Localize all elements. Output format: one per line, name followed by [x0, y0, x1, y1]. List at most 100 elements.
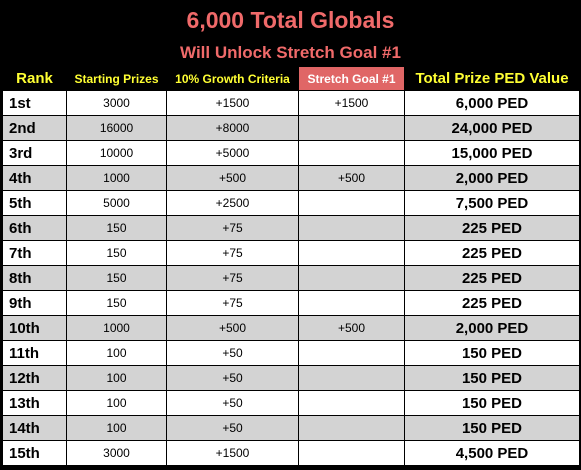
cell-stretch	[298, 140, 405, 166]
table-row: 3rd 10000 +5000 15,000 PED	[2, 140, 580, 166]
cell-starting-prize: 150	[66, 240, 167, 266]
cell-stretch	[298, 265, 405, 291]
cell-stretch	[298, 115, 405, 141]
cell-total: 225 PED	[404, 265, 580, 291]
table-row: 8th 150 +75 225 PED	[2, 265, 580, 291]
cell-starting-prize: 150	[66, 290, 167, 316]
cell-starting-prize: 100	[66, 390, 167, 416]
cell-rank: 11th	[2, 340, 67, 366]
cell-growth: +500	[166, 165, 299, 191]
cell-stretch	[298, 240, 405, 266]
cell-rank: 15th	[2, 440, 67, 466]
cell-starting-prize: 1000	[66, 165, 167, 191]
cell-stretch: +1500	[298, 90, 405, 116]
table-row: 2nd 16000 +8000 24,000 PED	[2, 115, 580, 141]
column-header-rank: Rank	[2, 66, 67, 91]
cell-growth: +8000	[166, 115, 299, 141]
cell-total: 225 PED	[404, 215, 580, 241]
table-row: 9th 150 +75 225 PED	[2, 290, 580, 316]
table-header-row: Rank Starting Prizes 10% Growth Criteria…	[2, 66, 580, 91]
cell-growth: +50	[166, 415, 299, 441]
cell-starting-prize: 100	[66, 415, 167, 441]
column-header-stretch-goal: Stretch Goal #1	[298, 66, 405, 91]
page-subtitle: Will Unlock Stretch Goal #1	[180, 43, 401, 62]
cell-total: 15,000 PED	[404, 140, 580, 166]
cell-total: 225 PED	[404, 290, 580, 316]
cell-rank: 6th	[2, 215, 67, 241]
cell-starting-prize: 3000	[66, 90, 167, 116]
table-row: 6th 150 +75 225 PED	[2, 215, 580, 241]
cell-stretch	[298, 365, 405, 391]
cell-growth: +75	[166, 215, 299, 241]
column-header-starting-prizes: Starting Prizes	[66, 66, 167, 91]
cell-total: 7,500 PED	[404, 190, 580, 216]
cell-starting-prize: 3000	[66, 440, 167, 466]
cell-growth: +50	[166, 340, 299, 366]
cell-stretch	[298, 190, 405, 216]
cell-total: 225 PED	[404, 240, 580, 266]
cell-rank: 13th	[2, 390, 67, 416]
cell-stretch: +500	[298, 165, 405, 191]
column-header-total-prize: Total Prize PED Value	[404, 66, 580, 91]
table-row: 10th 1000 +500 +500 2,000 PED	[2, 315, 580, 341]
page-title: 6,000 Total Globals	[186, 7, 395, 33]
cell-total: 150 PED	[404, 390, 580, 416]
cell-total: 2,000 PED	[404, 315, 580, 341]
cell-total: 150 PED	[404, 365, 580, 391]
column-header-growth-criteria: 10% Growth Criteria	[166, 66, 299, 91]
cell-starting-prize: 16000	[66, 115, 167, 141]
cell-starting-prize: 5000	[66, 190, 167, 216]
cell-growth: +50	[166, 365, 299, 391]
cell-growth: +500	[166, 315, 299, 341]
table-row: 1st 3000 +1500 +1500 6,000 PED	[2, 90, 580, 116]
cell-growth: +2500	[166, 190, 299, 216]
cell-total: 24,000 PED	[404, 115, 580, 141]
cell-starting-prize: 100	[66, 365, 167, 391]
cell-rank: 7th	[2, 240, 67, 266]
cell-rank: 14th	[2, 415, 67, 441]
cell-rank: 12th	[2, 365, 67, 391]
cell-stretch	[298, 215, 405, 241]
cell-rank: 3rd	[2, 140, 67, 166]
cell-starting-prize: 10000	[66, 140, 167, 166]
cell-growth: +75	[166, 265, 299, 291]
table-row: 15th 3000 +1500 4,500 PED	[2, 440, 580, 466]
cell-starting-prize: 150	[66, 265, 167, 291]
cell-growth: +50	[166, 390, 299, 416]
cell-growth: +75	[166, 240, 299, 266]
cell-total: 6,000 PED	[404, 90, 580, 116]
cell-stretch: +500	[298, 315, 405, 341]
cell-rank: 1st	[2, 90, 67, 116]
table-row: 7th 150 +75 225 PED	[2, 240, 580, 266]
cell-total: 4,500 PED	[404, 440, 580, 466]
cell-growth: +75	[166, 290, 299, 316]
cell-rank: 5th	[2, 190, 67, 216]
cell-total: 2,000 PED	[404, 165, 580, 191]
cell-stretch	[298, 390, 405, 416]
cell-starting-prize: 1000	[66, 315, 167, 341]
table-row: 11th 100 +50 150 PED	[2, 340, 580, 366]
cell-stretch	[298, 440, 405, 466]
cell-rank: 2nd	[2, 115, 67, 141]
cell-total: 150 PED	[404, 415, 580, 441]
table-row: 14th 100 +50 150 PED	[2, 415, 580, 441]
table-row: 4th 1000 +500 +500 2,000 PED	[2, 165, 580, 191]
cell-rank: 8th	[2, 265, 67, 291]
cell-stretch	[298, 415, 405, 441]
cell-total: 150 PED	[404, 340, 580, 366]
prize-table: Rank Starting Prizes 10% Growth Criteria…	[2, 66, 580, 466]
table-row: 13th 100 +50 150 PED	[2, 390, 580, 416]
cell-rank: 4th	[2, 165, 67, 191]
cell-rank: 10th	[2, 315, 67, 341]
cell-growth: +1500	[166, 440, 299, 466]
cell-rank: 9th	[2, 290, 67, 316]
table-row: 12th 100 +50 150 PED	[2, 365, 580, 391]
cell-growth: +5000	[166, 140, 299, 166]
cell-growth: +1500	[166, 90, 299, 116]
cell-starting-prize: 150	[66, 215, 167, 241]
cell-stretch	[298, 340, 405, 366]
cell-stretch	[298, 290, 405, 316]
cell-starting-prize: 100	[66, 340, 167, 366]
table-row: 5th 5000 +2500 7,500 PED	[2, 190, 580, 216]
